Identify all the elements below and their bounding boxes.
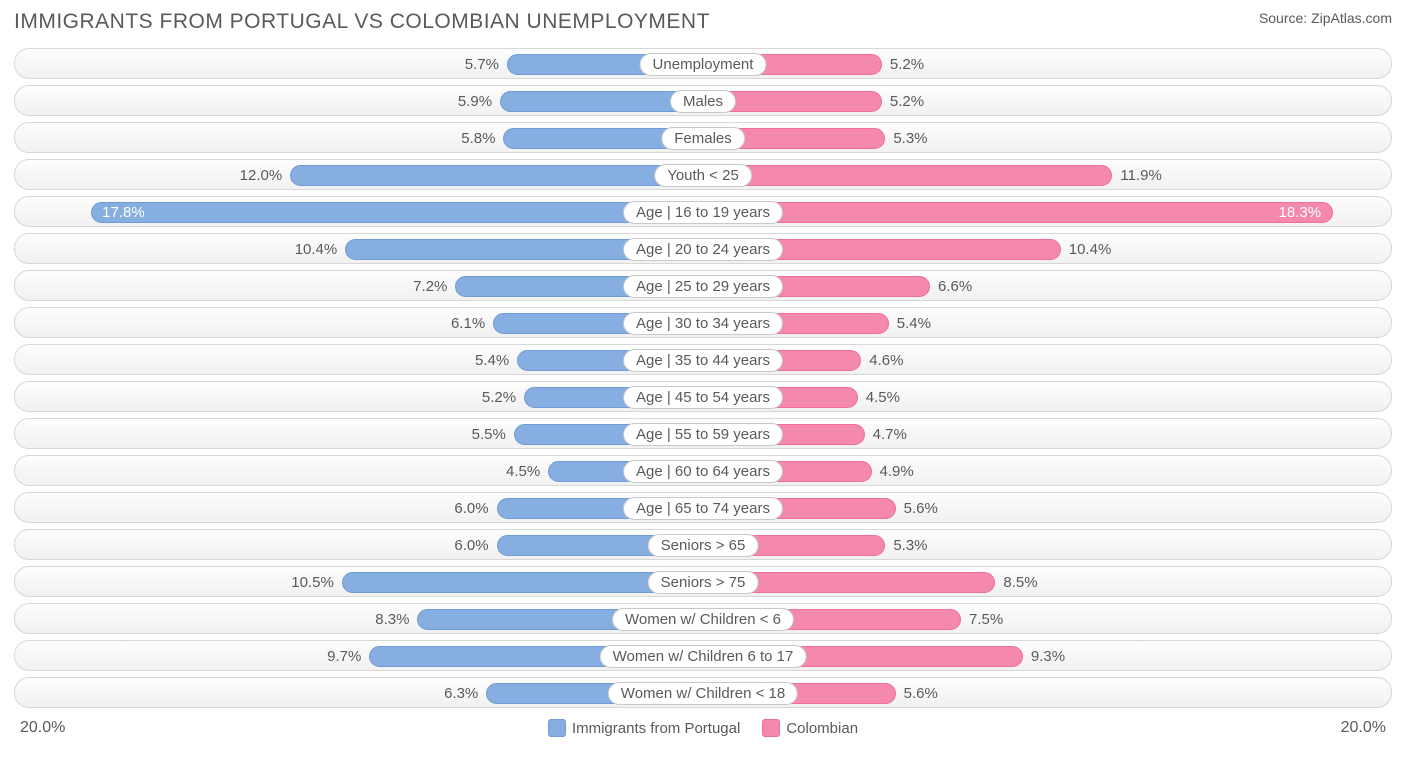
legend: Immigrants from Portugal Colombian — [548, 719, 858, 737]
value-right: 5.6% — [904, 678, 938, 709]
value-right: 5.6% — [904, 493, 938, 524]
value-left: 6.0% — [454, 493, 488, 524]
chart-title: IMMIGRANTS FROM PORTUGAL VS COLOMBIAN UN… — [14, 10, 710, 34]
legend-item-right: Colombian — [762, 719, 858, 737]
value-left: 10.5% — [291, 567, 334, 598]
category-label: Women w/ Children 6 to 17 — [600, 645, 807, 668]
value-right: 8.5% — [1003, 567, 1037, 598]
category-label: Youth < 25 — [654, 164, 752, 187]
chart-row: 10.4% 10.4% Age | 20 to 24 years — [14, 233, 1392, 264]
chart-row: 5.8% 5.3% Females — [14, 122, 1392, 153]
value-left: 8.3% — [375, 604, 409, 635]
chart-row: 6.3% 5.6% Women w/ Children < 18 — [14, 677, 1392, 708]
value-left: 6.3% — [444, 678, 478, 709]
category-label: Women w/ Children < 18 — [608, 682, 798, 705]
value-right: 18.3% — [1279, 197, 1322, 228]
category-label: Age | 55 to 59 years — [623, 423, 783, 446]
chart-row: 9.7% 9.3% Women w/ Children 6 to 17 — [14, 640, 1392, 671]
value-right: 4.6% — [869, 345, 903, 376]
value-left: 7.2% — [413, 271, 447, 302]
value-left: 5.5% — [472, 419, 506, 450]
chart-row: 6.0% 5.6% Age | 65 to 74 years — [14, 492, 1392, 523]
category-label: Seniors > 65 — [648, 534, 759, 557]
bar-right — [703, 165, 1112, 186]
value-left: 5.8% — [461, 123, 495, 154]
category-label: Age | 65 to 74 years — [623, 497, 783, 520]
category-label: Females — [661, 127, 745, 150]
axis-max-left: 20.0% — [20, 719, 65, 737]
value-right: 4.9% — [880, 456, 914, 487]
value-right: 5.3% — [893, 530, 927, 561]
value-right: 4.5% — [866, 382, 900, 413]
category-label: Age | 35 to 44 years — [623, 349, 783, 372]
value-right: 5.4% — [897, 308, 931, 339]
chart-row: 6.0% 5.3% Seniors > 65 — [14, 529, 1392, 560]
chart-container: IMMIGRANTS FROM PORTUGAL VS COLOMBIAN UN… — [0, 0, 1406, 746]
category-label: Age | 16 to 19 years — [623, 201, 783, 224]
chart-footer: 20.0% Immigrants from Portugal Colombian… — [14, 714, 1392, 742]
legend-item-left: Immigrants from Portugal — [548, 719, 740, 737]
value-left: 5.7% — [465, 49, 499, 80]
axis-max-right: 20.0% — [1341, 719, 1386, 737]
chart-row: 5.9% 5.2% Males — [14, 85, 1392, 116]
value-left: 5.4% — [475, 345, 509, 376]
source-link[interactable]: ZipAtlas.com — [1311, 10, 1392, 26]
category-label: Unemployment — [640, 53, 767, 76]
bar-right — [703, 202, 1333, 223]
chart-row: 4.5% 4.9% Age | 60 to 64 years — [14, 455, 1392, 486]
value-left: 9.7% — [327, 641, 361, 672]
value-right: 5.2% — [890, 49, 924, 80]
chart-row: 5.2% 4.5% Age | 45 to 54 years — [14, 381, 1392, 412]
value-right: 5.2% — [890, 86, 924, 117]
chart-row: 17.8% 18.3% Age | 16 to 19 years — [14, 196, 1392, 227]
value-right: 4.7% — [873, 419, 907, 450]
chart-row: 12.0% 11.9% Youth < 25 — [14, 159, 1392, 190]
bar-left — [91, 202, 703, 223]
legend-label-left: Immigrants from Portugal — [572, 720, 740, 737]
diverging-bar-chart: 5.7% 5.2% Unemployment 5.9% 5.2% Males 5.8% 5.3… — [14, 48, 1392, 708]
chart-row: 5.5% 4.7% Age | 55 to 59 years — [14, 418, 1392, 449]
value-left: 5.2% — [482, 382, 516, 413]
source-attribution: Source: ZipAtlas.com — [1259, 10, 1392, 26]
value-left: 12.0% — [240, 160, 283, 191]
category-label: Age | 25 to 29 years — [623, 275, 783, 298]
category-label: Age | 20 to 24 years — [623, 238, 783, 261]
bar-left — [290, 165, 703, 186]
category-label: Women w/ Children < 6 — [612, 608, 794, 631]
value-right: 11.9% — [1120, 160, 1161, 191]
value-left: 4.5% — [506, 456, 540, 487]
category-label: Age | 60 to 64 years — [623, 460, 783, 483]
chart-row: 6.1% 5.4% Age | 30 to 34 years — [14, 307, 1392, 338]
category-label: Males — [670, 90, 736, 113]
chart-row: 7.2% 6.6% Age | 25 to 29 years — [14, 270, 1392, 301]
value-left: 6.1% — [451, 308, 485, 339]
source-prefix: Source: — [1259, 10, 1311, 26]
chart-row: 5.4% 4.6% Age | 35 to 44 years — [14, 344, 1392, 375]
chart-row: 10.5% 8.5% Seniors > 75 — [14, 566, 1392, 597]
category-label: Age | 30 to 34 years — [623, 312, 783, 335]
value-right: 7.5% — [969, 604, 1003, 635]
legend-swatch-right — [762, 719, 780, 737]
value-left: 5.9% — [458, 86, 492, 117]
category-label: Age | 45 to 54 years — [623, 386, 783, 409]
category-label: Seniors > 75 — [648, 571, 759, 594]
value-right: 10.4% — [1069, 234, 1112, 265]
value-left: 17.8% — [102, 197, 145, 228]
legend-swatch-left — [548, 719, 566, 737]
value-left: 6.0% — [454, 530, 488, 561]
header: IMMIGRANTS FROM PORTUGAL VS COLOMBIAN UN… — [14, 10, 1392, 34]
chart-row: 8.3% 7.5% Women w/ Children < 6 — [14, 603, 1392, 634]
value-left: 10.4% — [295, 234, 338, 265]
value-right: 9.3% — [1031, 641, 1065, 672]
value-right: 6.6% — [938, 271, 972, 302]
legend-label-right: Colombian — [786, 720, 858, 737]
chart-row: 5.7% 5.2% Unemployment — [14, 48, 1392, 79]
value-right: 5.3% — [893, 123, 927, 154]
